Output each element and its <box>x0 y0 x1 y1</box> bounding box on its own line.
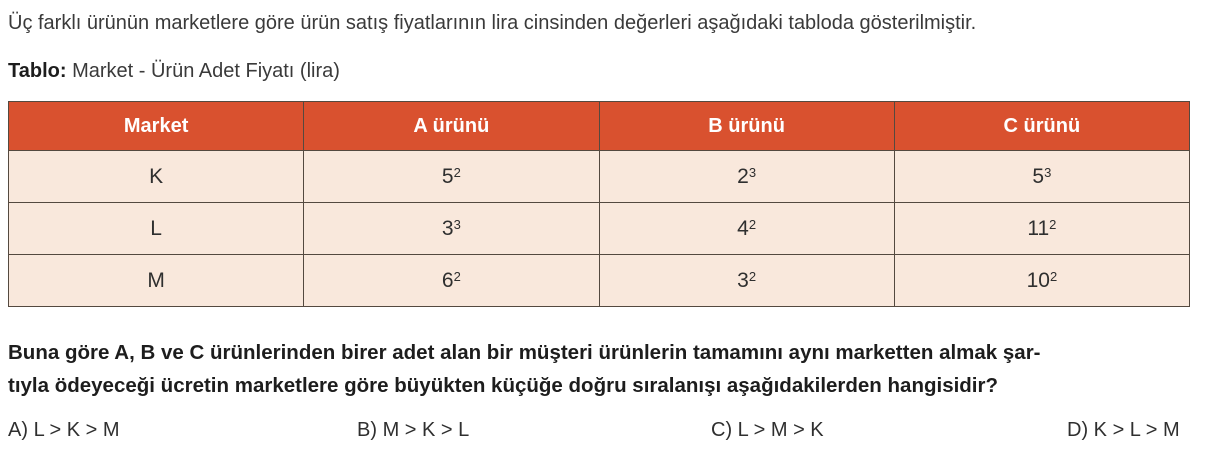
market-cell: K <box>7 150 305 203</box>
col-header-product-a: A ürünü <box>303 101 600 151</box>
col-header-product-b: B ürünü <box>598 101 895 151</box>
option-c-text: L > M > K <box>737 419 824 441</box>
table-caption: Tablo: Market - Ürün Adet Fiyatı (lira) <box>8 58 1203 84</box>
price-cell: 62 <box>303 254 600 307</box>
price-cell: 32 <box>598 254 895 307</box>
price-cell: 52 <box>303 150 600 203</box>
option-d-label: D) <box>1067 419 1089 441</box>
question-line-1: Buna göre A, B ve C ürünlerinden birer a… <box>8 341 1041 364</box>
market-cell: M <box>7 254 305 307</box>
option-d: D) K > L > M <box>1067 419 1203 442</box>
price-table: Market A ürünü B ürünü C ürünü K 52 23 5… <box>7 101 1191 307</box>
table-caption-label: Tablo: <box>8 60 67 82</box>
option-a-label: A) <box>8 419 28 441</box>
exponent: 2 <box>453 268 461 284</box>
price-cell: 53 <box>893 150 1191 203</box>
option-b-text: M > K > L <box>382 419 470 441</box>
option-c-label: C) <box>711 419 733 441</box>
exponent: 2 <box>748 268 757 284</box>
option-a-text: L > K > M <box>33 419 120 441</box>
option-a: A) L > K > M <box>8 419 357 442</box>
question-line-2: tıyla ödeyeceği ücretin marketlere göre … <box>8 374 999 397</box>
exponent: 3 <box>748 164 757 180</box>
exponent: 3 <box>453 216 461 232</box>
table-row-k: K 52 23 53 <box>7 150 1191 203</box>
exponent: 3 <box>1044 164 1052 180</box>
header-row: Market A ürünü B ürünü C ürünü <box>7 101 1191 151</box>
exponent: 2 <box>748 216 757 232</box>
market-cell: L <box>7 202 305 255</box>
price-cell: 102 <box>893 254 1191 307</box>
table-caption-text: Market - Ürün Adet Fiyatı (lira) <box>66 60 340 82</box>
table-row-l: L 33 42 112 <box>7 202 1191 255</box>
price-table-header: Market A ürünü B ürünü C ürünü <box>7 101 1191 151</box>
price-cell: 42 <box>598 202 895 255</box>
price-cell: 33 <box>303 202 600 255</box>
answer-options: A) L > K > M B) M > K > L C) L > M > K D… <box>8 419 1203 442</box>
col-header-market: Market <box>7 101 305 151</box>
price-cell: 23 <box>598 150 895 203</box>
option-c: C) L > M > K <box>711 419 1067 442</box>
price-table-body: K 52 23 53 L 33 42 112 M 62 32 102 <box>7 150 1191 307</box>
exponent: 2 <box>1049 216 1057 232</box>
option-b: B) M > K > L <box>357 419 711 442</box>
price-cell: 112 <box>893 202 1191 255</box>
col-header-product-c: C ürünü <box>893 101 1191 151</box>
exponent: 2 <box>1049 268 1058 284</box>
option-d-text: K > L > M <box>1093 419 1180 441</box>
table-row-m: M 62 32 102 <box>7 254 1191 307</box>
question-text: Buna göre A, B ve C ürünlerinden birer a… <box>8 336 1203 402</box>
intro-text: Üç farklı ürünün marketlere göre ürün sa… <box>8 12 977 34</box>
option-b-label: B) <box>357 419 377 441</box>
exponent: 2 <box>453 164 461 180</box>
